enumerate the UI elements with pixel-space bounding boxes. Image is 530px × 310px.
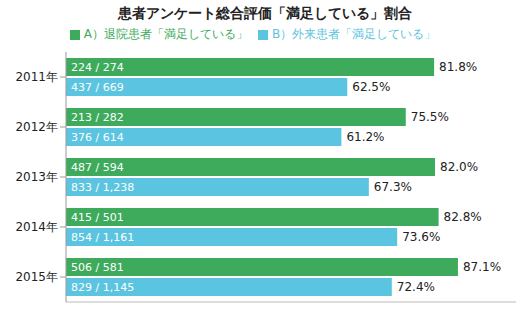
svg-text:2011年: 2011年 [15,70,58,84]
svg-text:2014年: 2014年 [15,220,58,234]
svg-text:854 / 1,161: 854 / 1,161 [71,231,134,244]
svg-text:213 / 282: 213 / 282 [71,111,124,124]
svg-text:2012年: 2012年 [15,120,58,134]
svg-text:72.4%: 72.4% [397,280,435,294]
svg-text:81.8%: 81.8% [439,60,477,74]
svg-text:2013年: 2013年 [15,170,58,184]
html-text:B）外来患者「満足している」: B）外来患者「満足している」 [272,27,437,41]
svg-text:87.1%: 87.1% [463,260,501,274]
svg-text:415 / 501: 415 / 501 [71,211,124,224]
svg-text:487 / 594: 487 / 594 [71,161,124,174]
svg-text:506 / 581: 506 / 581 [71,261,124,274]
svg-text:437 / 669: 437 / 669 [71,81,124,94]
svg-text:829 / 1,145: 829 / 1,145 [71,281,134,294]
svg-text:73.6%: 73.6% [402,230,440,244]
svg-text:376 / 614: 376 / 614 [71,131,124,144]
html-text:A）退院患者「満足している」: A）退院患者「満足している」 [83,27,248,41]
svg-text:75.5%: 75.5% [411,110,449,124]
svg-text:61.2%: 61.2% [346,130,384,144]
svg-text:67.3%: 67.3% [374,180,412,194]
svg-text:82.8%: 82.8% [444,210,482,224]
svg-text:833 / 1,238: 833 / 1,238 [71,181,134,194]
svg-text:62.5%: 62.5% [352,80,390,94]
html-text:患者アンケート総合評価「満足している」割合: 患者アンケート総合評価「満足している」割合 [118,5,412,21]
svg-text:82.0%: 82.0% [440,160,478,174]
svg-text:224 / 274: 224 / 274 [71,61,124,74]
svg-text:2015年: 2015年 [15,270,58,284]
